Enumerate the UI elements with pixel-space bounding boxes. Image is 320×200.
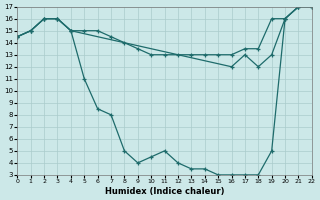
X-axis label: Humidex (Indice chaleur): Humidex (Indice chaleur) (105, 187, 224, 196)
